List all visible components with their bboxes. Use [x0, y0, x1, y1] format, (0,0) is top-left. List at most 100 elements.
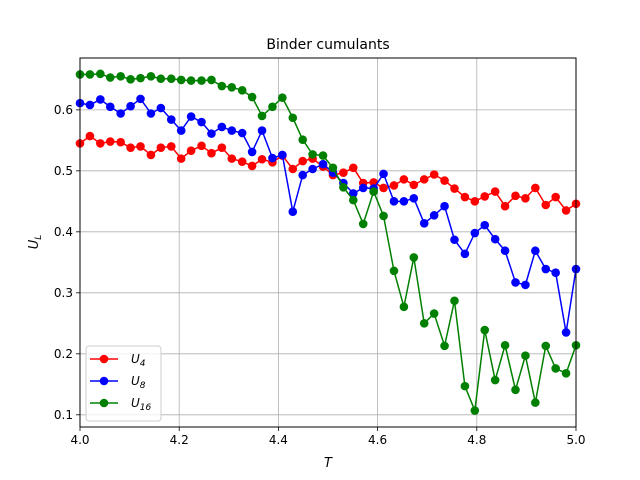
data-point: [186, 76, 196, 85]
data-point: [500, 340, 510, 350]
data-point: [257, 154, 267, 164]
axis-ticks: 4.0 4.2 4.4 4.6 4.8 5.0 0.1 0.2 0.3 0.4 0.5 0.6: [54, 103, 586, 447]
legend-label-main: U: [131, 374, 140, 388]
y-tick-label: 0.5: [54, 164, 73, 178]
data-point: [166, 115, 176, 124]
data-point: [227, 154, 237, 163]
legend-label: U16: [131, 396, 152, 413]
data-point: [379, 211, 388, 221]
data-point: [440, 341, 449, 351]
data-point: [521, 351, 530, 360]
legend-label-main: U: [131, 352, 140, 366]
y-axis-label-main: U: [27, 239, 42, 249]
data-point: [96, 139, 105, 148]
plot-frame: [79, 57, 577, 428]
data-point: [541, 200, 551, 210]
legend-item: U8: [90, 374, 146, 391]
data-point: [247, 147, 257, 157]
data-point: [429, 309, 439, 318]
data-point: [186, 146, 196, 156]
data-point: [389, 197, 399, 206]
data-point: [126, 75, 135, 84]
legend-item: U16: [90, 396, 152, 413]
legend-label: U8: [131, 374, 146, 391]
data-point: [328, 163, 338, 173]
data-point: [217, 122, 227, 132]
data-point: [470, 197, 480, 206]
data-point: [500, 246, 510, 256]
data-point: [339, 183, 348, 192]
data-point: [126, 101, 135, 111]
data-point: [85, 131, 95, 141]
data-point: [440, 176, 449, 185]
y-tick-label: 0.4: [54, 225, 73, 239]
data-point: [166, 74, 176, 84]
data-point: [551, 364, 560, 373]
data-point: [460, 381, 470, 391]
data-point: [247, 92, 257, 102]
data-point: [257, 111, 267, 121]
data-point: [237, 86, 247, 95]
series-u8: [75, 94, 581, 337]
data-point: [399, 175, 409, 184]
data-point: [116, 137, 125, 147]
data-point: [197, 117, 206, 127]
data-point: [521, 280, 530, 290]
y-tick-label: 0.2: [54, 347, 73, 361]
data-point: [480, 220, 490, 230]
data-point: [197, 76, 206, 85]
data-point: [399, 197, 409, 206]
data-point: [541, 341, 551, 351]
data-point: [561, 369, 571, 378]
series-layer: [75, 69, 581, 415]
data-point: [399, 302, 409, 312]
data-point: [511, 191, 520, 201]
data-point: [389, 181, 399, 190]
data-point: [460, 249, 470, 259]
data-point: [197, 141, 206, 151]
data-point: [298, 135, 308, 145]
data-point: [278, 150, 287, 160]
y-tick-label: 0.1: [54, 408, 73, 422]
data-point: [207, 129, 216, 138]
data-point: [521, 193, 530, 203]
x-axis-label: T: [324, 456, 333, 471]
data-point: [136, 94, 145, 104]
data-point: [207, 148, 216, 158]
data-point: [288, 164, 298, 174]
chart-title: Binder cumulants: [266, 37, 389, 53]
data-point: [308, 150, 317, 159]
data-point: [348, 189, 358, 198]
data-point: [440, 201, 449, 211]
data-point: [541, 264, 551, 274]
data-point: [116, 109, 125, 118]
data-point: [318, 159, 328, 169]
data-point: [480, 325, 490, 335]
data-point: [389, 266, 399, 276]
data-point: [429, 211, 439, 220]
series-u4: [75, 131, 581, 215]
x-tick-label: 4.2: [170, 433, 189, 447]
data-point: [490, 375, 500, 385]
data-point: [561, 328, 571, 337]
legend-marker: [99, 376, 109, 386]
data-point: [85, 70, 95, 79]
data-point: [419, 319, 429, 328]
data-point: [358, 219, 368, 229]
legend-label-sub: 16: [140, 403, 152, 413]
data-point: [105, 137, 115, 146]
legend-label: U4: [131, 352, 146, 369]
data-point: [531, 183, 540, 193]
data-point: [176, 154, 186, 163]
data-point: [490, 187, 500, 196]
data-point: [429, 170, 439, 179]
data-point: [419, 218, 429, 228]
data-point: [278, 93, 287, 102]
series-u16: [75, 69, 581, 415]
data-point: [470, 228, 480, 238]
data-point: [85, 100, 95, 110]
legend-item: U4: [90, 352, 146, 369]
data-point: [146, 150, 156, 160]
data-point: [146, 71, 156, 81]
